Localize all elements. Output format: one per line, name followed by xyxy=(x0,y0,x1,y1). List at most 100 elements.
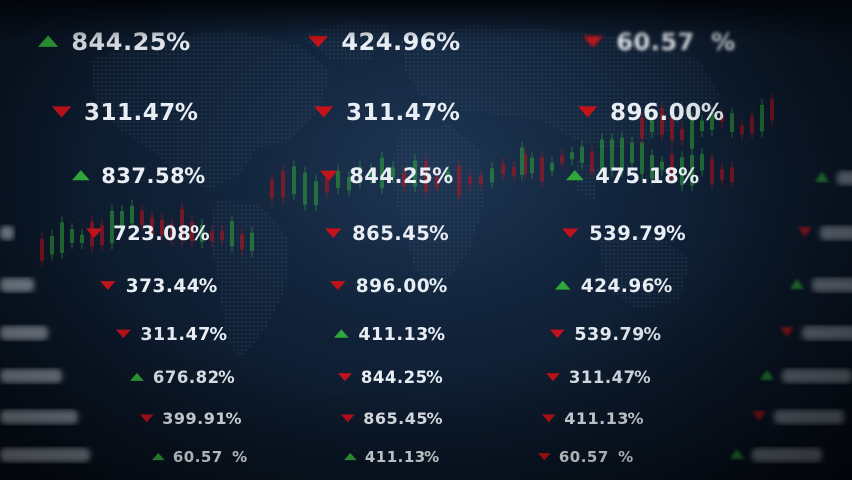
candle-body xyxy=(550,162,554,171)
ticker-unit: % xyxy=(437,100,460,126)
ticker-unit: % xyxy=(701,100,724,126)
down-arrow-icon xyxy=(325,228,342,238)
down-arrow-icon xyxy=(542,414,556,423)
ticker-item: 844.25% xyxy=(38,28,190,56)
up-arrow-icon xyxy=(72,170,90,181)
blurred-text-fragment xyxy=(812,278,852,292)
candle-body xyxy=(336,170,340,188)
ticker-unit: % xyxy=(218,368,235,387)
ticker-unit: % xyxy=(199,276,218,297)
blurred-text-fragment xyxy=(782,369,852,383)
candle-body xyxy=(40,238,44,261)
down-arrow-icon xyxy=(330,281,346,291)
ticker-value: 424.96 xyxy=(341,28,437,56)
ticker-unit: % xyxy=(643,325,661,345)
down-arrow-icon xyxy=(780,327,794,337)
down-arrow-icon xyxy=(320,170,338,181)
up-arrow-icon xyxy=(334,329,349,338)
ticker-unit: % xyxy=(426,368,443,387)
ticker-value: 676.82 xyxy=(153,368,220,387)
candle-body xyxy=(520,147,524,175)
candle-body xyxy=(230,221,234,247)
candle-body xyxy=(250,232,254,251)
up-arrow-icon xyxy=(555,280,571,290)
candle-body xyxy=(457,165,461,196)
ticker-item: 837.58% xyxy=(72,164,205,188)
candle-body xyxy=(740,125,744,135)
up-arrow-icon xyxy=(790,279,804,289)
down-arrow-icon xyxy=(86,228,103,238)
blurred-text-fragment xyxy=(0,410,78,424)
ticker-item: 60.57% xyxy=(152,448,247,466)
down-arrow-icon xyxy=(100,281,116,291)
ticker-value: 60.57 xyxy=(559,448,609,466)
ticker-value: 844.25 xyxy=(71,28,167,56)
ticker-value: 424.96 xyxy=(581,276,655,297)
candle-body xyxy=(501,163,505,175)
ticker-unit: % xyxy=(678,164,699,188)
ticker-value: 311.47 xyxy=(346,100,438,126)
candle-body xyxy=(512,166,516,176)
ticker-value: 896.00 xyxy=(356,276,430,297)
ticker-item: 311.47% xyxy=(52,100,198,126)
ticker-value: 539.79 xyxy=(574,325,645,345)
blurred-text-fragment xyxy=(0,326,48,340)
down-arrow-icon xyxy=(546,373,560,382)
down-arrow-icon xyxy=(538,453,551,461)
ticker-unit: % xyxy=(427,325,445,345)
ticker-value: 373.44 xyxy=(126,276,200,297)
ticker-item: 311.47% xyxy=(116,325,227,345)
ticker-unit: % xyxy=(209,325,227,345)
ticker-unit: % xyxy=(225,409,241,428)
ticker-value: 844.25 xyxy=(349,164,433,188)
down-arrow-icon xyxy=(140,414,154,423)
ticker-unit: % xyxy=(627,409,643,428)
ticker-value: 475.18 xyxy=(595,164,679,188)
candle-body xyxy=(70,229,74,244)
down-arrow-icon xyxy=(752,411,766,421)
ticker-value: 865.45 xyxy=(352,222,430,245)
candle-body xyxy=(292,166,296,194)
ticker-item: 865.45% xyxy=(325,222,449,245)
ticker-unit: % xyxy=(424,448,439,466)
blurred-text-fragment xyxy=(837,171,852,185)
candle-body xyxy=(530,157,534,174)
ticker-value: 844.25 xyxy=(361,368,428,387)
candle-body xyxy=(750,116,754,134)
candle-body xyxy=(760,104,764,132)
ticker-item: 399.91% xyxy=(140,409,241,428)
up-arrow-icon xyxy=(344,452,357,461)
ticker-unit: % xyxy=(190,222,210,245)
down-arrow-icon xyxy=(341,414,355,423)
down-arrow-icon xyxy=(338,373,352,382)
ticker-value: 311.47 xyxy=(140,325,211,345)
up-arrow-icon xyxy=(152,452,165,461)
ticker-value: 723.08 xyxy=(113,222,191,245)
ticker-unit: % xyxy=(232,448,247,466)
candle-body xyxy=(730,167,734,183)
ticker-unit: % xyxy=(666,222,686,245)
ticker-value: 60.57 xyxy=(173,448,223,466)
ticker-item: 311.47% xyxy=(546,368,651,387)
ticker-item: 723.08% xyxy=(86,222,210,245)
blurred-text-fragment xyxy=(0,369,62,383)
ticker-unit: % xyxy=(436,28,460,56)
ticker-unit: % xyxy=(166,28,190,56)
ticker-value: 411.13 xyxy=(564,409,629,428)
blurred-text-fragment xyxy=(0,226,14,240)
ticker-item: 865.45% xyxy=(341,409,442,428)
ticker-item: 411.13% xyxy=(334,325,445,345)
candle-body xyxy=(60,222,64,253)
ticker-item: 411.13% xyxy=(344,448,439,466)
candle-body xyxy=(630,142,634,163)
candle-body xyxy=(210,231,214,242)
ticker-item: 539.79% xyxy=(562,222,686,245)
candle-body xyxy=(130,205,134,224)
ticker-unit: % xyxy=(654,276,673,297)
candle-body xyxy=(770,99,774,121)
candle-body xyxy=(270,179,274,199)
world-map-background xyxy=(90,20,720,360)
up-arrow-icon xyxy=(730,449,744,459)
candle-body xyxy=(680,129,684,141)
candle-body xyxy=(490,168,494,183)
